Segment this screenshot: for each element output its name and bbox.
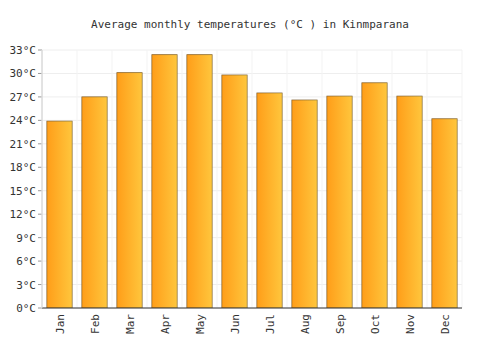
v-grid-line [252, 50, 253, 308]
y-tick [38, 284, 42, 285]
v-grid-line [322, 50, 323, 308]
y-tick-label: 12°C [10, 208, 37, 221]
bar-shade [327, 96, 352, 308]
bar [47, 121, 72, 308]
y-tick [38, 73, 42, 74]
bar-shade [292, 100, 317, 308]
v-grid-line [357, 50, 358, 308]
y-tick [38, 308, 42, 309]
grid-line [42, 308, 462, 309]
x-tick-label: Jan [54, 314, 67, 334]
y-tick-label: 21°C [10, 138, 37, 151]
x-tick-label: Oct [369, 314, 382, 334]
y-tick [38, 96, 42, 97]
y-tick-label: 9°C [16, 232, 36, 245]
x-tick-label: Feb [89, 314, 102, 334]
x-tick-label: Jul [264, 314, 277, 334]
y-tick-label: 3°C [16, 279, 36, 292]
bar [327, 96, 352, 308]
bar-shade [82, 97, 107, 308]
chart-svg: Average monthly temperatures (°C ) in Ki… [0, 0, 500, 350]
v-grid-line [77, 50, 78, 308]
bar-shade [152, 55, 177, 308]
v-grid-line [287, 50, 288, 308]
y-tick-label: 15°C [10, 185, 37, 198]
y-tick-label: 18°C [10, 161, 37, 174]
bar [82, 97, 107, 308]
y-tick-label: 33°C [10, 44, 37, 57]
bar-shade [47, 121, 72, 308]
bar-shade [257, 93, 282, 308]
bar-shade [397, 96, 422, 308]
bar [152, 55, 177, 308]
bar [432, 119, 457, 308]
y-tick [38, 214, 42, 215]
v-grid-line [112, 50, 113, 308]
y-tick-label: 0°C [16, 302, 36, 315]
y-tick [38, 190, 42, 191]
y-tick [38, 120, 42, 121]
bar [222, 75, 247, 308]
y-tick-label: 24°C [10, 114, 37, 127]
chart-container: Average monthly temperatures (°C ) in Ki… [0, 0, 500, 350]
x-tick-label: Nov [404, 314, 417, 334]
x-tick-label: Jun [229, 314, 242, 334]
v-grid-line [392, 50, 393, 308]
bar [187, 55, 212, 308]
y-tick [38, 143, 42, 144]
y-tick-label: 30°C [10, 67, 37, 80]
x-tick-label: Mar [124, 314, 137, 334]
v-grid-line [147, 50, 148, 308]
y-tick [38, 50, 42, 51]
bar-shade [432, 119, 457, 308]
y-axis [42, 50, 43, 308]
y-tick-label: 27°C [10, 91, 37, 104]
chart-title: Average monthly temperatures (°C ) in Ki… [91, 18, 409, 31]
bar-shade [187, 55, 212, 308]
bar [397, 96, 422, 308]
y-tick [38, 167, 42, 168]
v-grid-line [217, 50, 218, 308]
bar-shade [117, 73, 142, 308]
bar-shade [362, 83, 387, 308]
x-tick-label: Apr [159, 314, 172, 334]
v-grid-line [182, 50, 183, 308]
x-tick-label: Aug [299, 314, 312, 334]
bar [257, 93, 282, 308]
x-tick-label: May [194, 314, 207, 334]
v-grid-line [462, 50, 463, 308]
x-tick-label: Dec [439, 314, 452, 334]
v-grid-line [42, 50, 43, 308]
x-axis [42, 308, 462, 309]
v-grid-line [427, 50, 428, 308]
x-tick-label: Sep [334, 314, 347, 334]
bar [362, 83, 387, 308]
y-tick-label: 6°C [16, 255, 36, 268]
bar [292, 100, 317, 308]
y-tick [38, 261, 42, 262]
bars [47, 55, 457, 308]
bar-shade [222, 75, 247, 308]
bar [117, 73, 142, 308]
y-tick [38, 237, 42, 238]
